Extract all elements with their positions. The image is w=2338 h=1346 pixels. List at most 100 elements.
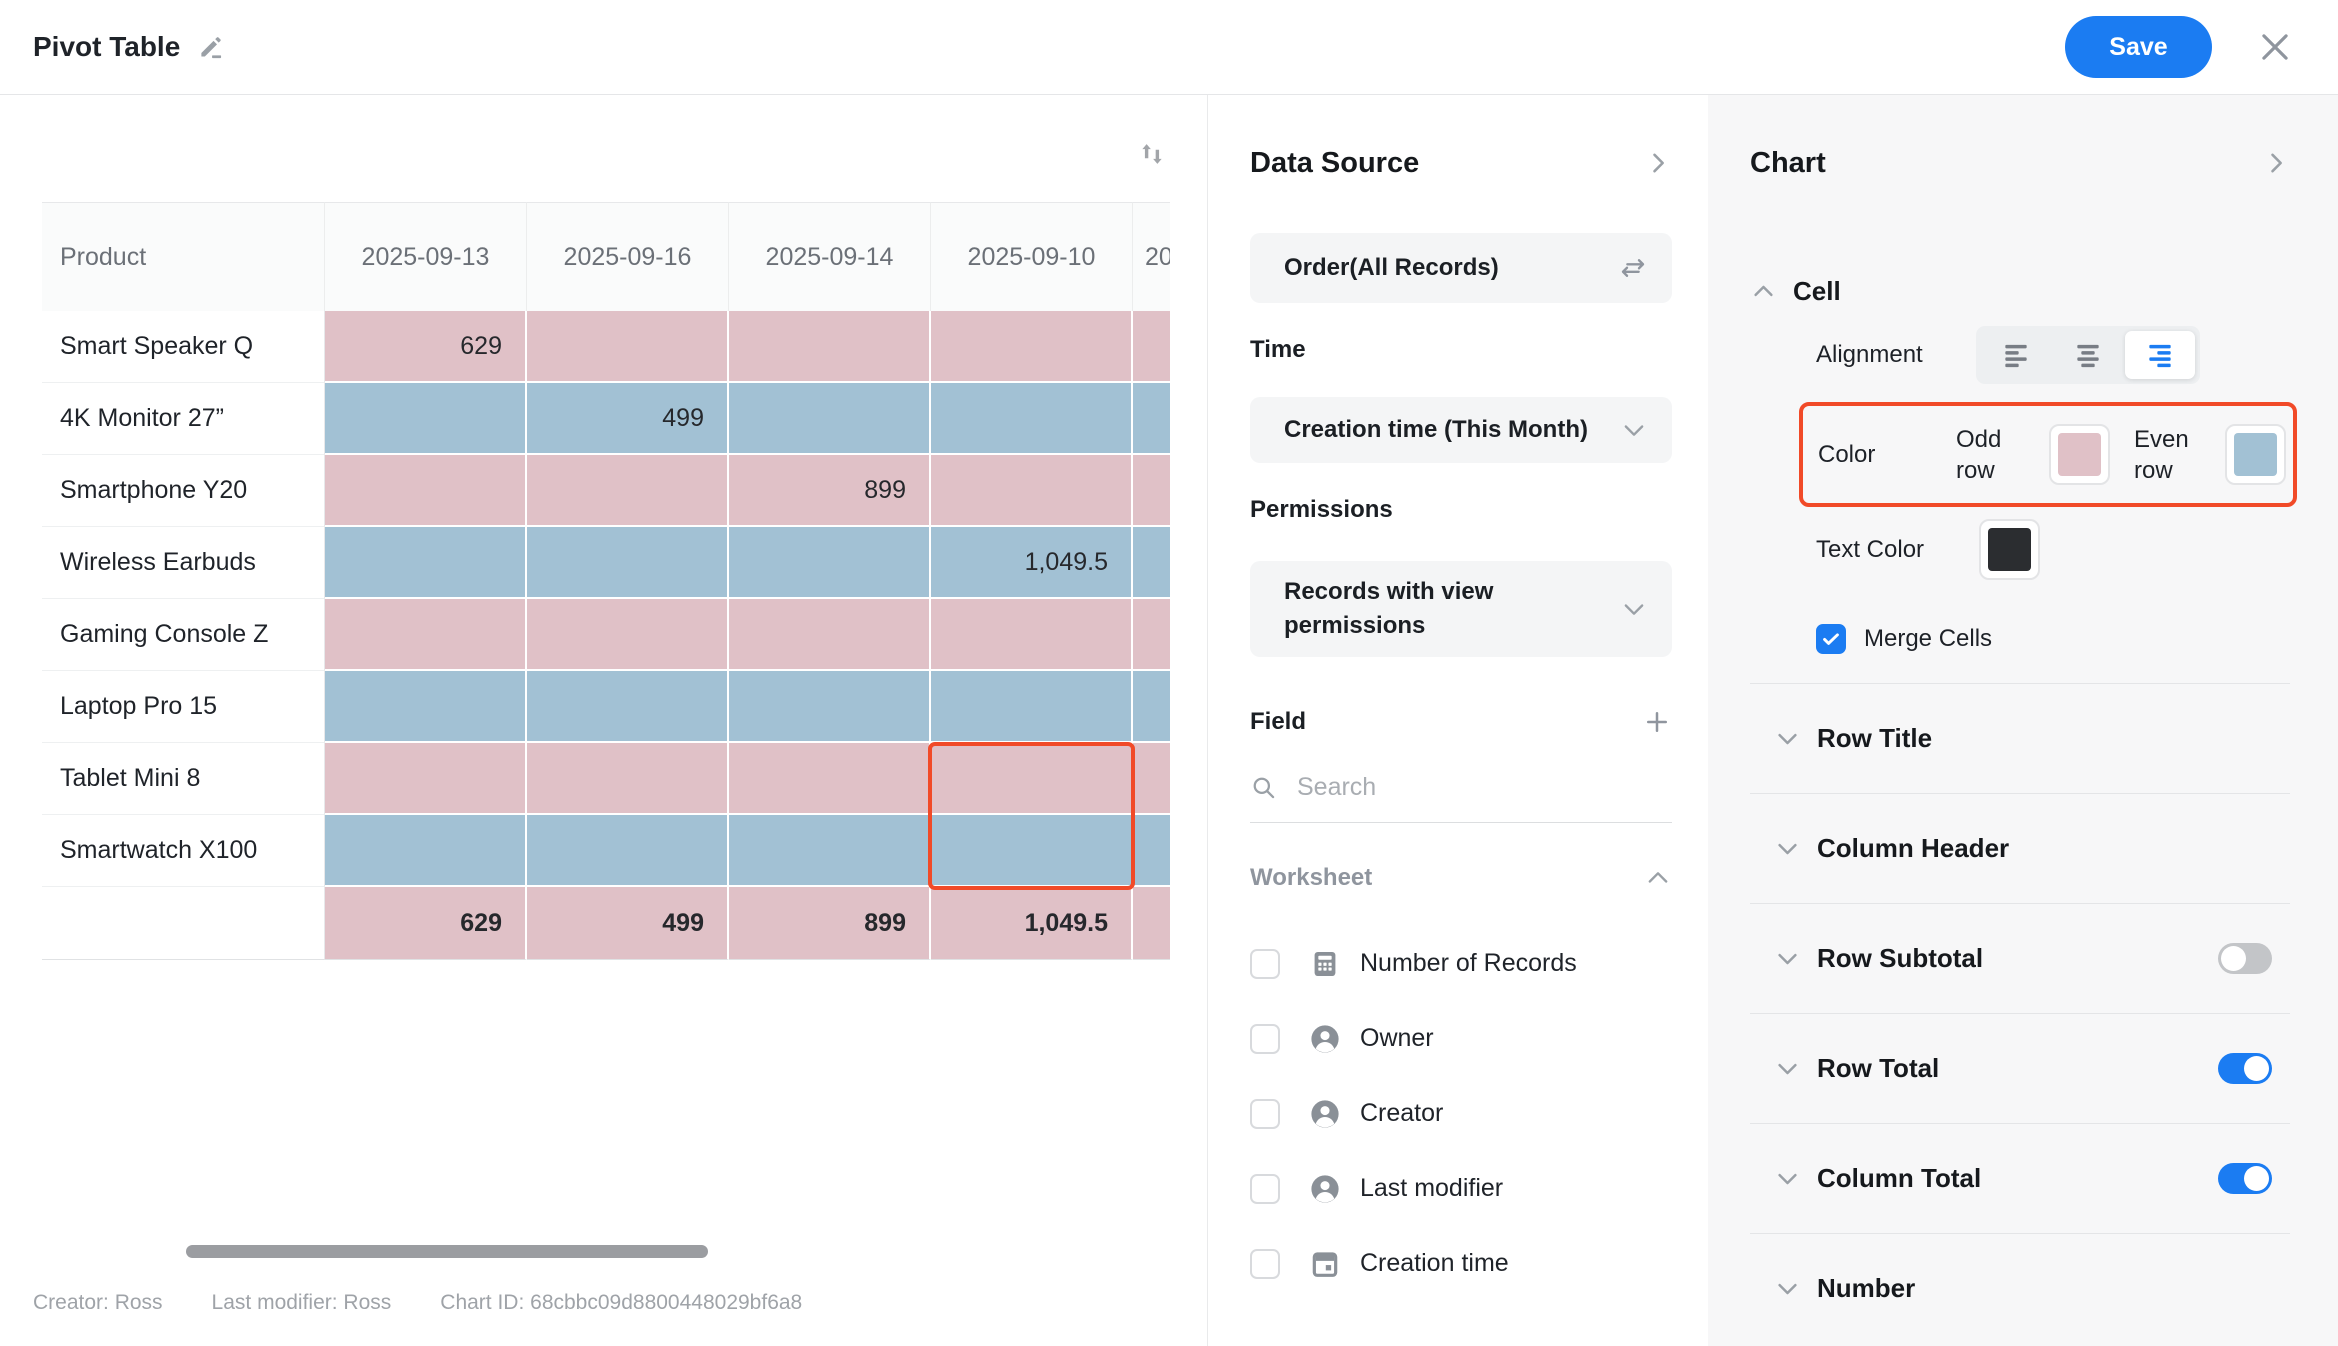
column-header-date[interactable]: 2025-09-14 <box>729 202 931 311</box>
value-cell[interactable] <box>729 743 931 815</box>
value-cell[interactable] <box>931 599 1133 671</box>
column-header-date[interactable]: 2025-09-10 <box>931 202 1133 311</box>
product-cell[interactable]: Gaming Console Z <box>42 599 325 671</box>
value-cell[interactable] <box>325 815 527 887</box>
value-cell[interactable] <box>931 455 1133 527</box>
product-cell[interactable]: Smartwatch X100 <box>42 815 325 887</box>
row-subtotal-toggle[interactable] <box>2218 943 2272 974</box>
value-cell[interactable] <box>1133 455 1170 527</box>
value-cell[interactable] <box>325 599 527 671</box>
value-cell[interactable] <box>1133 743 1170 815</box>
row-total-toggle[interactable] <box>2218 1053 2272 1084</box>
value-cell[interactable] <box>527 455 729 527</box>
value-cell[interactable]: 1,049.5 <box>931 527 1133 599</box>
total-value-cell[interactable]: 1,049.5 <box>931 887 1133 960</box>
field-item-last-modifier[interactable]: Last modifier <box>1250 1151 1672 1226</box>
product-cell[interactable]: Wireless Earbuds <box>42 527 325 599</box>
product-cell[interactable]: Laptop Pro 15 <box>42 671 325 743</box>
chart-header[interactable]: Chart <box>1750 145 2290 181</box>
time-dropdown[interactable]: Creation time (This Month) <box>1250 397 1672 463</box>
value-cell[interactable] <box>325 527 527 599</box>
value-cell[interactable] <box>729 527 931 599</box>
align-center-button[interactable] <box>2053 331 2123 379</box>
section-column-total[interactable]: Column Total <box>1750 1123 2290 1233</box>
value-cell[interactable]: 899 <box>729 455 931 527</box>
value-cell[interactable] <box>729 599 931 671</box>
field-checkbox[interactable] <box>1250 1248 1280 1279</box>
search-input[interactable] <box>1297 773 1627 802</box>
value-cell[interactable] <box>527 599 729 671</box>
odd-row-color-swatch[interactable] <box>2049 424 2110 485</box>
value-cell[interactable] <box>325 743 527 815</box>
column-header-date[interactable]: 20 <box>1133 202 1170 311</box>
close-button[interactable] <box>2256 28 2294 66</box>
value-cell[interactable] <box>325 383 527 455</box>
value-cell[interactable] <box>527 743 729 815</box>
edit-title-button[interactable] <box>198 34 225 61</box>
field-item-creation-time[interactable]: Creation time <box>1250 1226 1672 1301</box>
field-checkbox[interactable] <box>1250 948 1280 979</box>
field-item-owner[interactable]: Owner <box>1250 1001 1672 1076</box>
value-cell[interactable] <box>527 671 729 743</box>
source-selector[interactable]: Order(All Records) <box>1250 233 1672 303</box>
value-cell[interactable] <box>1133 815 1170 887</box>
total-value-cell[interactable]: 499 <box>527 887 729 960</box>
text-color-swatch[interactable] <box>1979 519 2040 580</box>
value-cell[interactable] <box>931 671 1133 743</box>
field-checkbox[interactable] <box>1250 1098 1280 1129</box>
value-cell[interactable] <box>931 383 1133 455</box>
total-value-cell[interactable]: 629 <box>325 887 527 960</box>
value-cell[interactable] <box>931 311 1133 383</box>
product-cell[interactable]: 4K Monitor 27” <box>42 383 325 455</box>
section-column-header[interactable]: Column Header <box>1750 793 2290 903</box>
value-cell[interactable] <box>729 383 931 455</box>
even-row-color-swatch[interactable] <box>2225 424 2286 485</box>
worksheet-section-header[interactable]: Worksheet <box>1250 863 1672 893</box>
value-cell[interactable] <box>325 671 527 743</box>
value-cell[interactable] <box>1133 527 1170 599</box>
value-cell[interactable] <box>527 815 729 887</box>
value-cell[interactable] <box>527 527 729 599</box>
merge-cells-checkbox[interactable] <box>1816 624 1846 654</box>
value-cell[interactable] <box>1133 599 1170 671</box>
column-header-date[interactable]: 2025-09-16 <box>527 202 729 311</box>
sort-button[interactable] <box>1135 137 1169 171</box>
value-cell[interactable] <box>1133 311 1170 383</box>
column-header-date[interactable]: 2025-09-13 <box>325 202 527 311</box>
section-number[interactable]: Number <box>1750 1233 2290 1343</box>
value-cell[interactable] <box>729 815 931 887</box>
field-item-number-of-records[interactable]: Number of Records <box>1250 926 1672 1001</box>
field-checkbox[interactable] <box>1250 1023 1280 1054</box>
data-source-header[interactable]: Data Source <box>1250 145 1672 181</box>
field-checkbox[interactable] <box>1250 1173 1280 1204</box>
value-cell[interactable] <box>931 743 1133 815</box>
column-header-product[interactable]: Product <box>42 202 325 311</box>
align-right-button[interactable] <box>2125 331 2195 379</box>
value-cell[interactable] <box>729 311 931 383</box>
value-cell[interactable] <box>1133 671 1170 743</box>
value-cell[interactable] <box>931 815 1133 887</box>
product-cell[interactable]: Tablet Mini 8 <box>42 743 325 815</box>
save-button[interactable]: Save <box>2065 16 2212 78</box>
align-left-button[interactable] <box>1981 331 2051 379</box>
product-cell[interactable]: Smartphone Y20 <box>42 455 325 527</box>
value-cell[interactable] <box>527 311 729 383</box>
section-row-subtotal[interactable]: Row Subtotal <box>1750 903 2290 1013</box>
total-value-cell[interactable]: 899 <box>729 887 931 960</box>
product-cell[interactable]: Smart Speaker Q <box>42 311 325 383</box>
total-value-cell[interactable] <box>1133 887 1170 960</box>
value-cell[interactable] <box>729 671 931 743</box>
column-total-toggle[interactable] <box>2218 1163 2272 1194</box>
value-cell[interactable]: 629 <box>325 311 527 383</box>
section-row-total[interactable]: Row Total <box>1750 1013 2290 1123</box>
permissions-dropdown[interactable]: Records with view permissions <box>1250 561 1672 657</box>
value-cell[interactable] <box>325 455 527 527</box>
section-row-title[interactable]: Row Title <box>1750 683 2290 793</box>
merge-cells-setting[interactable]: Merge Cells <box>1816 624 2290 654</box>
add-field-button[interactable] <box>1642 707 1672 737</box>
value-cell[interactable]: 499 <box>527 383 729 455</box>
field-item-creator[interactable]: Creator <box>1250 1076 1672 1151</box>
horizontal-scrollbar[interactable] <box>186 1245 708 1258</box>
cell-section-header[interactable]: Cell <box>1750 276 2290 306</box>
value-cell[interactable] <box>1133 383 1170 455</box>
